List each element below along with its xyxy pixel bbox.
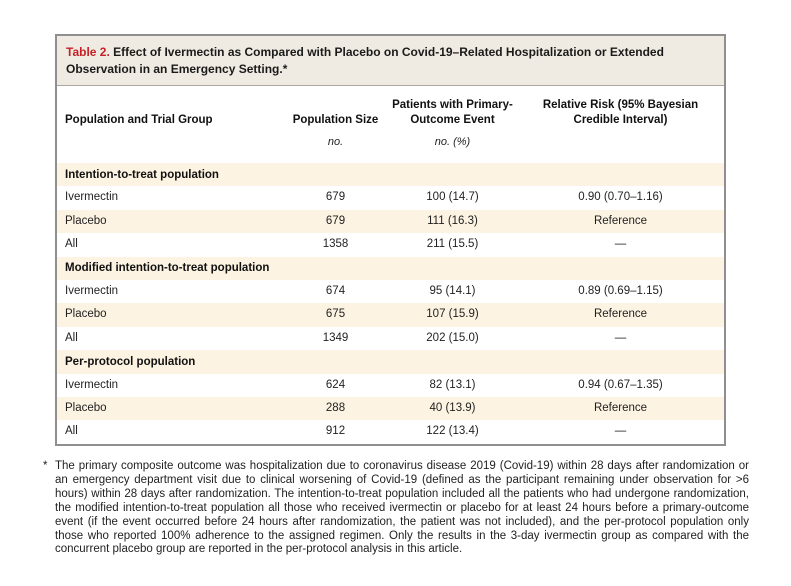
footnote-text: The primary composite outcome was hospit… — [55, 460, 749, 556]
col-header-primary-outcome-event: Patients with Primary-Outcome Event — [392, 99, 513, 126]
cell-population-size: 674 — [325, 284, 346, 297]
footnote: * The primary composite outcome was hosp… — [42, 460, 749, 557]
units-spacer — [517, 135, 724, 149]
cell-trial-group: Placebo — [65, 214, 107, 227]
table-caption: Effect of Ivermectin as Compared with Pl… — [66, 45, 664, 76]
cell-relative-risk: — — [614, 331, 627, 344]
cell-trial-group: All — [65, 238, 78, 251]
units-spacer — [57, 135, 283, 149]
col-header-population-trial-group: Population and Trial Group — [65, 113, 213, 126]
table-row: Ivermectin 679 100 (14.7) 0.90 (0.70–1.1… — [57, 186, 724, 209]
table-row: Ivermectin 624 82 (13.1) 0.94 (0.67–1.35… — [57, 374, 724, 397]
cell-outcome-events: 107 (15.9) — [426, 308, 479, 321]
cell-population-size: 288 — [325, 401, 346, 414]
cell-outcome-events: 95 (14.1) — [429, 284, 476, 297]
cell-population-size: 675 — [325, 308, 346, 321]
table-row: Placebo 288 40 (13.9) Reference — [57, 396, 724, 421]
cell-relative-risk: Reference — [593, 401, 648, 414]
cell-outcome-events: 40 (13.9) — [429, 401, 476, 414]
units-population-size: no. — [327, 136, 344, 148]
cell-trial-group: Placebo — [65, 401, 107, 414]
cell-relative-risk: Reference — [593, 214, 648, 227]
cell-outcome-events: 82 (13.1) — [429, 378, 476, 391]
units-row: no. no. (%) — [57, 127, 724, 163]
cell-relative-risk: 0.90 (0.70–1.16) — [578, 191, 663, 204]
cell-relative-risk: — — [614, 238, 627, 251]
cell-relative-risk: — — [614, 425, 627, 438]
cell-trial-group: All — [65, 331, 78, 344]
cell-trial-group: All — [65, 425, 78, 438]
cell-population-size: 679 — [325, 191, 346, 204]
cell-population-size: 624 — [325, 378, 346, 391]
cell-outcome-events: 100 (14.7) — [426, 191, 479, 204]
cell-trial-group: Ivermectin — [65, 378, 119, 391]
cell-trial-group: Ivermectin — [65, 284, 119, 297]
cell-trial-group: Ivermectin — [65, 191, 119, 204]
section-header-per-protocol: Per-protocol population — [57, 350, 724, 374]
cell-relative-risk: Reference — [593, 308, 648, 321]
table-number: Table 2. — [66, 45, 110, 59]
cell-outcome-events: 122 (13.4) — [426, 425, 479, 438]
col-header-relative-risk: Relative Risk (95% Bayesian Credible Int… — [542, 99, 699, 126]
cell-outcome-events: 202 (15.0) — [426, 331, 479, 344]
cell-relative-risk: 0.94 (0.67–1.35) — [578, 378, 663, 391]
cell-population-size: 1349 — [322, 331, 349, 344]
cell-relative-risk: 0.89 (0.69–1.15) — [578, 284, 663, 297]
column-header-row: Population and Trial Group Population Si… — [57, 86, 724, 127]
table-row: All 1349 202 (15.0) — — [57, 327, 724, 350]
table-row: Ivermectin 674 95 (14.1) 0.89 (0.69–1.15… — [57, 280, 724, 303]
cell-trial-group: Placebo — [65, 308, 107, 321]
table-row: All 912 122 (13.4) — — [57, 420, 724, 443]
table-row: Placebo 679 111 (16.3) Reference — [57, 209, 724, 234]
col-header-population-size: Population Size — [292, 113, 379, 126]
footnote-marker: * — [43, 460, 48, 472]
table-title: Table 2. Effect of Ivermectin as Compare… — [57, 36, 724, 86]
cell-outcome-events: 111 (16.3) — [427, 214, 478, 227]
cell-population-size: 679 — [325, 214, 346, 227]
section-header-intention-to-treat: Intention-to-treat population — [57, 163, 724, 187]
table-row: Placebo 675 107 (15.9) Reference — [57, 303, 724, 327]
table-card: Table 2. Effect of Ivermectin as Compare… — [55, 34, 726, 446]
cell-population-size: 1358 — [322, 238, 349, 251]
section-header-modified-itt: Modified intention-to-treat population — [57, 256, 724, 280]
table-row: All 1358 211 (15.5) — — [57, 233, 724, 256]
cell-population-size: 912 — [325, 425, 346, 438]
units-primary-outcome: no. (%) — [434, 136, 471, 148]
cell-outcome-events: 211 (15.5) — [426, 238, 479, 251]
